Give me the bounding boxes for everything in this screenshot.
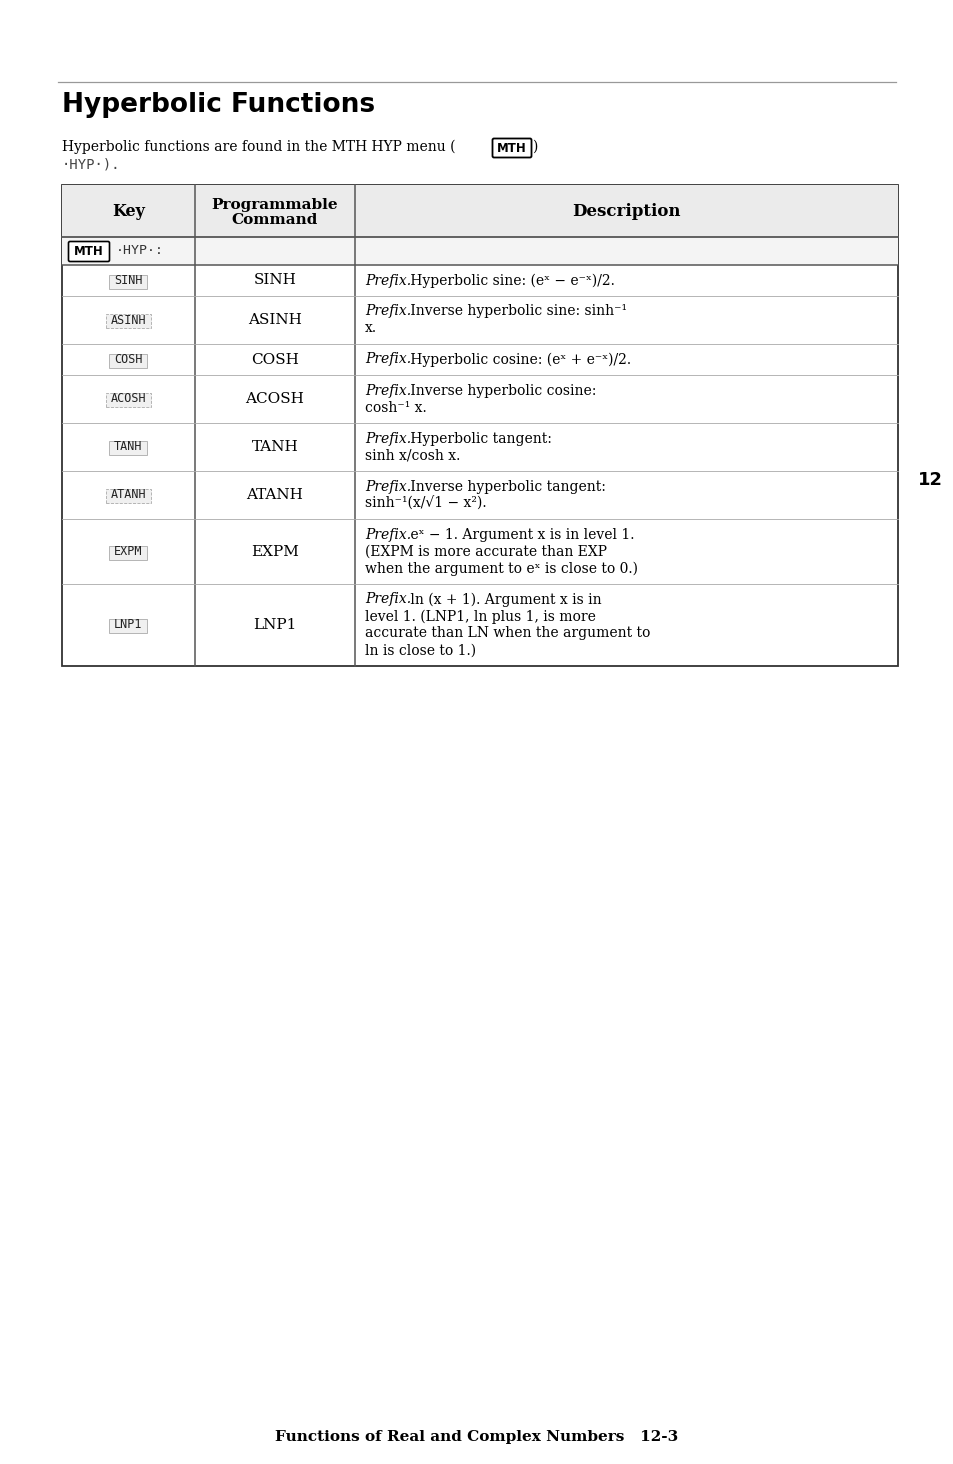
Text: Prefix.: Prefix. <box>365 274 411 287</box>
Bar <box>62 184 897 666</box>
Text: Prefix.: Prefix. <box>365 480 411 493</box>
Text: eˣ − 1. Argument x is in level 1.: eˣ − 1. Argument x is in level 1. <box>405 527 634 542</box>
Text: ACOSH: ACOSH <box>245 392 304 406</box>
Text: LNP1: LNP1 <box>114 618 143 631</box>
Bar <box>106 489 151 504</box>
Bar <box>110 441 148 455</box>
Text: Hyperbolic tangent:: Hyperbolic tangent: <box>405 432 551 445</box>
Bar <box>62 184 897 237</box>
Text: MTH: MTH <box>74 244 104 258</box>
FancyBboxPatch shape <box>492 139 531 158</box>
FancyBboxPatch shape <box>69 242 110 262</box>
Bar <box>110 275 148 288</box>
Text: Prefix.: Prefix. <box>365 593 411 606</box>
Bar <box>62 237 897 265</box>
Text: Hyperbolic cosine: (eˣ + e⁻ˣ)/2.: Hyperbolic cosine: (eˣ + e⁻ˣ)/2. <box>405 353 630 366</box>
Text: Inverse hyperbolic sine: sinh⁻¹: Inverse hyperbolic sine: sinh⁻¹ <box>405 305 626 319</box>
Text: Prefix.: Prefix. <box>365 432 411 445</box>
Text: COSH: COSH <box>114 353 143 366</box>
Text: level 1. (LNP1, ln plus 1, is more: level 1. (LNP1, ln plus 1, is more <box>365 609 596 624</box>
Text: Hyperbolic sine: (eˣ − e⁻ˣ)/2.: Hyperbolic sine: (eˣ − e⁻ˣ)/2. <box>405 274 614 288</box>
Text: Functions of Real and Complex Numbers   12-3: Functions of Real and Complex Numbers 12… <box>275 1430 678 1444</box>
Text: Inverse hyperbolic tangent:: Inverse hyperbolic tangent: <box>405 480 605 493</box>
Text: Hyperbolic functions are found in the MTH HYP menu (: Hyperbolic functions are found in the MT… <box>62 141 455 154</box>
Text: ): ) <box>532 141 537 154</box>
Bar <box>106 392 151 407</box>
Text: LNP1: LNP1 <box>253 618 296 632</box>
Text: Description: Description <box>572 202 680 220</box>
Text: sinh⁻¹(x/√1 − x²).: sinh⁻¹(x/√1 − x²). <box>365 496 486 511</box>
Text: SINH: SINH <box>253 274 296 287</box>
Text: ·HYP·:: ·HYP·: <box>116 244 164 258</box>
Bar <box>110 353 148 367</box>
Text: Programmable: Programmable <box>212 198 338 212</box>
Text: Inverse hyperbolic cosine:: Inverse hyperbolic cosine: <box>405 384 596 398</box>
Text: ·HYP·).: ·HYP·). <box>62 158 120 171</box>
Text: SINH: SINH <box>114 274 143 287</box>
Text: Prefix.: Prefix. <box>365 353 411 366</box>
Text: Key: Key <box>112 202 145 220</box>
Text: (EXPM is more accurate than EXP: (EXPM is more accurate than EXP <box>365 545 606 558</box>
Text: cosh⁻¹ x.: cosh⁻¹ x. <box>365 401 426 414</box>
Text: Hyperbolic Functions: Hyperbolic Functions <box>62 92 375 119</box>
Text: Prefix.: Prefix. <box>365 305 411 319</box>
Text: accurate than LN when the argument to: accurate than LN when the argument to <box>365 627 650 641</box>
Text: 12: 12 <box>917 471 942 489</box>
Text: MTH: MTH <box>497 142 526 155</box>
Text: Prefix.: Prefix. <box>365 384 411 398</box>
Text: COSH: COSH <box>251 353 298 366</box>
Text: ln is close to 1.): ln is close to 1.) <box>365 644 476 657</box>
Text: sinh x/cosh x.: sinh x/cosh x. <box>365 448 460 463</box>
Text: TANH: TANH <box>252 441 298 454</box>
Text: ASINH: ASINH <box>111 313 146 326</box>
Text: ATANH: ATANH <box>246 488 303 502</box>
Bar <box>110 619 148 632</box>
Text: EXPM: EXPM <box>251 545 298 558</box>
Text: ln (x + 1). Argument x is in: ln (x + 1). Argument x is in <box>405 593 600 606</box>
Text: Prefix.: Prefix. <box>365 527 411 542</box>
Text: Command: Command <box>232 212 318 227</box>
Text: TANH: TANH <box>114 441 143 454</box>
Text: EXPM: EXPM <box>114 545 143 558</box>
Text: ASINH: ASINH <box>248 313 301 326</box>
Bar <box>106 313 151 328</box>
Text: ATANH: ATANH <box>111 489 146 502</box>
Bar <box>110 546 148 559</box>
Text: x.: x. <box>365 322 376 335</box>
Text: when the argument to eˣ is close to 0.): when the argument to eˣ is close to 0.) <box>365 561 638 575</box>
Text: ACOSH: ACOSH <box>111 392 146 406</box>
